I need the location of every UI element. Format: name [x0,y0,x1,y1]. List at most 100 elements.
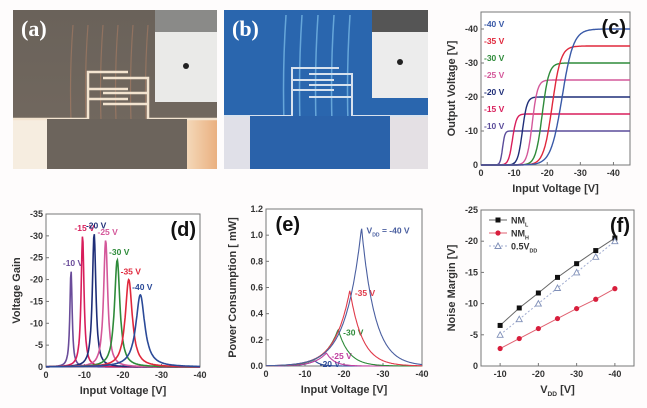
peak-label: -25 V [98,227,119,237]
x-axis-label: Input Voltage [V] [80,385,167,397]
y-tick-label: -20 [465,236,478,246]
y-tick-label: -5 [470,330,478,340]
x-axis-label: Input Voltage [V] [512,183,599,195]
legend-label: NML [511,216,529,229]
x-tick-label: -20 [532,369,545,379]
panel-label-e: (e) [276,214,300,236]
panel-label-d: (d) [170,219,196,241]
y-tick-label: -35 [30,209,43,219]
x-tick-label: -40 [415,369,428,379]
x-tick-label: -10 [298,369,311,379]
y-tick-label: -10 [30,318,43,328]
panel-label-f: (f) [610,215,630,237]
inset-a-top [155,10,217,32]
y-tick-label: 0 [473,160,478,170]
series-label: VDD = -40 V [367,225,410,238]
photo-b-micrograph: (b) [224,10,428,169]
y-axis-label: Power Consumption [ mW] [227,217,239,358]
data-point [572,268,581,276]
y-tick-label: 0 [38,362,43,372]
x-tick-label: -10 [78,370,91,380]
legend-marker [495,217,501,223]
x-tick-label: 0 [478,168,483,178]
legend-label: NMH [511,229,529,242]
series-label: -20 V [484,87,505,97]
x-axis-label: Input Voltage [V] [301,384,388,396]
data-point [496,330,504,338]
y-tick-label: 0.6 [250,283,263,293]
chart-e: 0 -10 -20 -30 -40 0.0 0.2 0.4 0.6 0.8 1.0 1.2 Input … [227,204,429,396]
y-tick-label: -20 [30,275,43,285]
peak-label: -30 V [109,247,130,257]
y-tick-label: -20 [465,92,478,102]
x-tick-label: -40 [193,370,206,380]
data-point [497,322,503,328]
peak-label: -15 V [74,223,95,233]
data-point [497,345,503,352]
panel-label-c: (c) [602,17,626,39]
legend-marker [495,230,501,236]
series-label: -40 V [484,19,505,29]
x-tick-label: -10 [508,168,521,178]
y-tick-label: -25 [465,205,478,215]
y-tick-label: 0 [473,361,478,371]
x-tick-label: -20 [541,168,554,178]
data-point [574,261,580,267]
data-point [611,237,619,245]
y-tick-label: -5 [35,340,43,350]
y-tick-label: -10 [465,299,478,309]
x-tick-label: 0 [43,370,48,380]
series-label: -10 V [484,121,505,131]
y-tick-label: 1.2 [250,204,263,214]
y-tick-label: 0.2 [250,335,263,345]
y-axis-label: Voltage Gain [11,257,23,324]
pad-a [47,119,187,169]
x-tick-label: -30 [155,370,168,380]
peak-label: -40 V [132,282,153,292]
x-tick-label: 0 [263,369,268,379]
legend-label: 0.5VDD [511,242,537,255]
x-tick-label: -20 [116,370,129,380]
panel-label-b: (b) [232,16,259,41]
y-tick-label: 0.8 [250,256,263,266]
plot-frame [265,208,423,367]
y-tick-label: -15 [465,267,478,277]
series-label: -30 V [343,327,364,337]
peak-label: -20 V [86,221,107,231]
series-line--40V [266,228,422,367]
data-point [555,274,560,280]
x-tick-label: -30 [570,369,583,379]
y-tick-label: -40 [465,24,478,34]
series-line--40V [46,293,200,368]
y-tick-label: 0.0 [250,361,263,371]
x-tick-label: -30 [376,369,389,379]
micrograph-a-image [13,10,217,169]
x-tick-label: -40 [607,168,620,178]
micrograph-b-image [224,10,428,169]
y-tick-label: -30 [30,231,43,241]
series-line--15V [481,113,630,166]
inset-b-top [372,10,428,32]
inset-b-droplet [397,59,403,65]
data-point [591,252,600,260]
data-point [554,315,561,322]
data-point [612,286,618,292]
inset-a-droplet [183,63,189,69]
y-axis-label: Noise Margin [V] [446,244,458,331]
chart-d: 0 -10 -20 -30 -40 0 -5 -10 -15 -20 -25 -30 -35 Input … [11,209,207,397]
photo-a-micrograph: (a) [13,10,217,169]
y-tick-label: -25 [30,253,43,263]
y-tick-label: 0.4 [250,309,263,319]
series-label: -20 V [320,359,341,369]
series-label: -25 V [331,351,352,361]
light-region-left-b [224,116,250,169]
pad-b [250,116,390,169]
peak-label: -10 V [63,258,84,268]
series-label: -35 V [484,36,505,46]
data-point [593,296,599,302]
y-tick-label: -10 [465,126,478,136]
data-point [535,325,541,332]
y-axis-label: Output Voltage [V] [446,40,458,136]
